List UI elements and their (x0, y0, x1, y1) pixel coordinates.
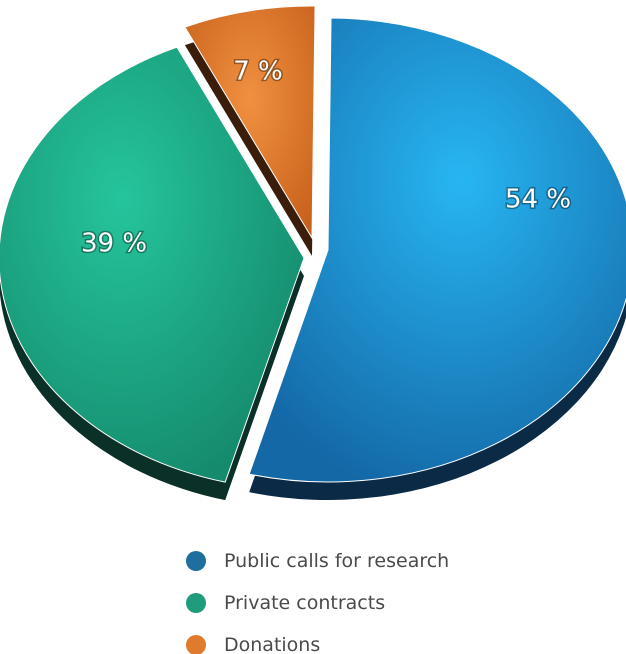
legend-label: Public calls for research (224, 550, 450, 572)
legend-item-private-contracts: Private contracts (186, 582, 566, 624)
legend-swatch (186, 593, 206, 613)
pie-chart-svg: 54 % 39 % 7 % (0, 5, 626, 501)
legend-swatch (186, 551, 206, 571)
legend-item-public-calls: Public calls for research (186, 540, 566, 582)
slice-label-donations: 7 % (233, 57, 283, 87)
pie-slice-layer (0, 5, 626, 483)
legend-swatch (186, 635, 206, 654)
pie-slice-public-calls (248, 17, 626, 483)
pie-slice-donations (184, 5, 316, 240)
legend-label: Private contracts (224, 592, 386, 614)
slice-label-public-calls: 54 % (505, 185, 571, 215)
legend-item-donations: Donations (186, 624, 566, 654)
slice-label-private-contracts: 39 % (81, 229, 147, 259)
pie-slice-private-contracts (0, 46, 305, 483)
pie-label-layer: 54 % 39 % 7 % (79, 55, 572, 260)
legend: Public calls for research Private contra… (186, 540, 566, 654)
legend-label: Donations (224, 634, 321, 654)
